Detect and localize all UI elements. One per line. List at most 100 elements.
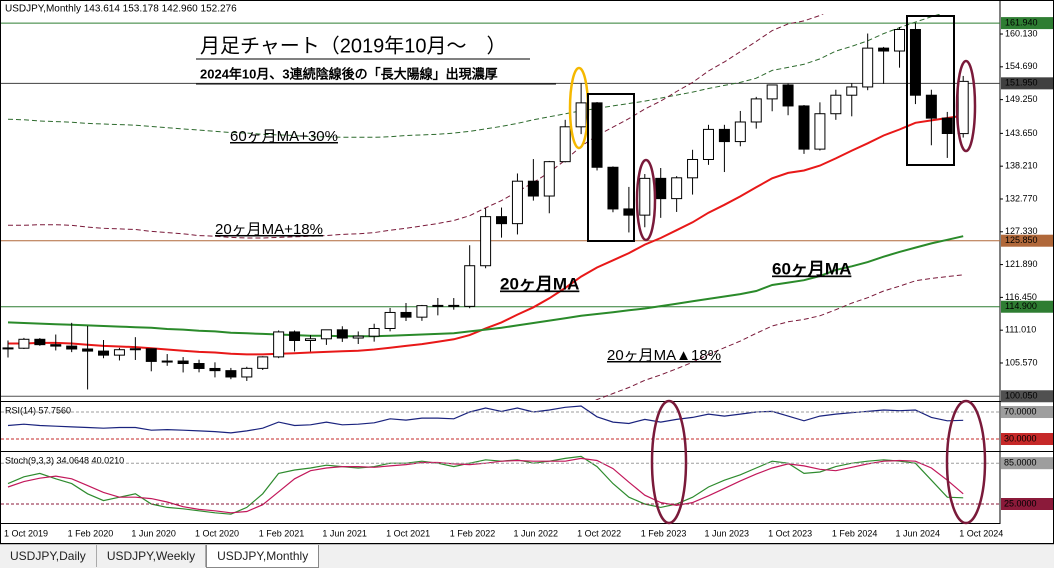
x-tick-label: 1 Jun 2024 [896,528,941,538]
series-line [7,235,964,338]
candle-body [289,331,301,341]
y-tick-label: 127.330 [1005,226,1038,236]
candle-body [384,311,396,329]
candle-body [846,86,858,96]
candle-body [925,94,937,119]
candle-body [145,348,157,362]
series-label: 20ヶ月MA▲18% [607,347,721,364]
x-tick-label: 1 Oct 2019 [4,528,48,538]
candle-body [909,28,921,96]
y-tick-label: 30.0000 [1004,433,1037,443]
candle-body [559,126,571,163]
candle-body [623,208,635,216]
pane-header: Stoch(9,3,3) 34.0648 40.0210 [5,455,124,465]
candle-body [66,345,78,350]
price-label: 125.850 [1005,235,1038,245]
candle-body [193,363,205,369]
candle-body [782,84,794,107]
x-tick-label: 1 Jun 2023 [704,528,749,538]
candle-body [941,117,953,135]
candle-body [464,265,476,307]
highlight-box [906,15,955,166]
pane [7,455,964,515]
pane-header: RSI(14) 57.7560 [5,405,71,415]
series-line [8,14,824,239]
chart-header: USDJPY,Monthly 143.614 153.178 142.960 1… [5,4,237,15]
series-line [8,114,964,356]
series-line [7,455,964,515]
price-label: 151.950 [1005,78,1038,88]
candle-body [591,102,603,168]
candle-body [400,311,412,318]
candle-body [34,338,46,346]
candle-body [448,304,460,307]
y-tick-label: 111.010 [1005,325,1036,335]
chart-tab[interactable]: USDJPY,Daily [0,545,97,567]
candle-body [655,177,667,200]
x-tick-label: 1 Oct 2022 [577,528,621,538]
y-tick-label: 160.130 [1005,28,1038,38]
candle-body [543,161,555,197]
series-line [594,274,964,400]
y-tick-label: 116.450 [1005,292,1037,302]
candle-body [273,331,285,358]
chart: 1 Oct 2019 1 Feb 2020 1 Jun 2020 1 Oct 2020… [0,0,1054,544]
x-tick-label: 1 Jun 2022 [513,528,558,538]
series-label: 20ヶ月MA [500,274,579,293]
candle-body [336,329,348,339]
y-tick-label: 105.570 [1005,357,1038,367]
candle-body [480,216,492,267]
candle-body [98,350,110,356]
tab-bar: USDJPY,Daily USDJPY,Weekly USDJPY,Monthly [0,544,1054,568]
y-tick-label: 70.0000 [1004,406,1037,416]
highlight-ellipse [955,59,977,153]
x-tick-label: 1 Feb 2020 [68,528,114,538]
series-line [7,405,964,434]
price-label-box [1001,390,1053,403]
series-label: 60ヶ月MA [772,259,851,278]
x-tick-label: 1 Feb 2023 [641,528,687,538]
candle-body [687,158,699,179]
candle-body [432,304,444,307]
candle-body [830,94,842,115]
candle-body [304,338,316,341]
y-tick-label: 138.210 [1005,161,1038,171]
y-tick-label: 25.0000 [1004,498,1037,508]
series-label: 60ヶ月MA+30% [230,128,338,145]
y-tick-label: 154.690 [1005,61,1038,71]
chart-tab[interactable]: USDJPY,Weekly [97,545,207,567]
x-tick-label: 1 Oct 2023 [768,528,812,538]
candle-body [209,367,221,372]
price-label-box [1001,234,1053,247]
price-label-box [1001,77,1053,90]
candle-body [82,348,94,352]
level-label-box [1001,457,1053,470]
y-tick-label: 85.0000 [1004,458,1037,468]
level-label-box [1001,433,1053,446]
candle-body [894,28,906,52]
candle-body [957,80,969,135]
candle-body [798,105,810,150]
candle-body [50,344,62,347]
candle-body [734,121,746,143]
chart-tab[interactable]: USDJPY,Monthly [206,545,320,568]
y-tick-label: 149.250 [1005,94,1038,104]
highlight-ellipse [635,158,657,242]
series-line [7,14,943,138]
candle-body [161,360,173,363]
price-label: 100.050 [1005,391,1038,401]
x-tick-label: 1 Feb 2024 [832,528,878,538]
candle-body [511,180,523,225]
candle-body [416,305,428,318]
candle-body [766,84,778,100]
pane [7,405,964,434]
x-tick-label: 1 Feb 2022 [450,528,496,538]
candle-body [18,338,30,349]
price-label-box [1001,17,1053,30]
candle-body [352,335,364,339]
candle-body [527,180,539,197]
candle-body [2,347,14,350]
x-tick-label: 1 Jun 2020 [131,528,176,538]
series-line [7,457,964,514]
candle-body [575,102,587,128]
